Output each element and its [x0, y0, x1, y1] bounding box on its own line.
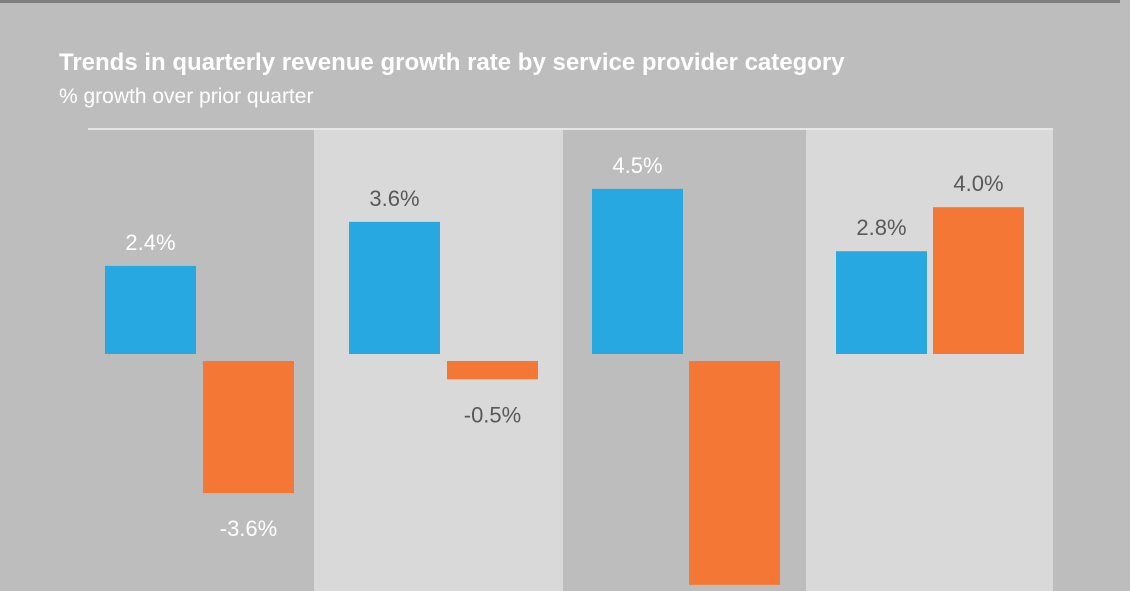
category-band-1 — [88, 130, 314, 591]
bar-orange-2 — [447, 361, 538, 380]
data-labels: 2.4% 3.6% 4.5% 2.8% -3.6% -0.5% 4.0% — [125, 153, 1003, 541]
chart-title: Trends in quarterly revenue growth rate … — [59, 49, 845, 76]
bar-blue-3 — [592, 188, 683, 354]
bar-blue-4 — [836, 251, 927, 354]
data-label-blue-1: 2.4% — [125, 230, 175, 255]
data-label-orange-2: -0.5% — [464, 402, 521, 427]
data-label-blue-4: 2.8% — [856, 215, 906, 240]
data-label-orange-4: 4.0% — [953, 171, 1003, 196]
category-band-2 — [314, 130, 563, 591]
data-label-blue-3: 4.5% — [612, 153, 662, 178]
bar-orange-4 — [933, 207, 1024, 354]
bar-marks — [105, 188, 1024, 585]
data-label-orange-1: -3.6% — [220, 516, 277, 541]
bar-blue-1 — [105, 265, 196, 354]
category-band-4 — [806, 130, 1053, 591]
data-label-blue-2: 3.6% — [369, 186, 419, 211]
bar-blue-2 — [349, 221, 440, 354]
chart-subtitle: % growth over prior quarter — [59, 85, 314, 108]
bar-orange-3 — [689, 361, 780, 585]
bar-orange-1 — [203, 361, 294, 494]
